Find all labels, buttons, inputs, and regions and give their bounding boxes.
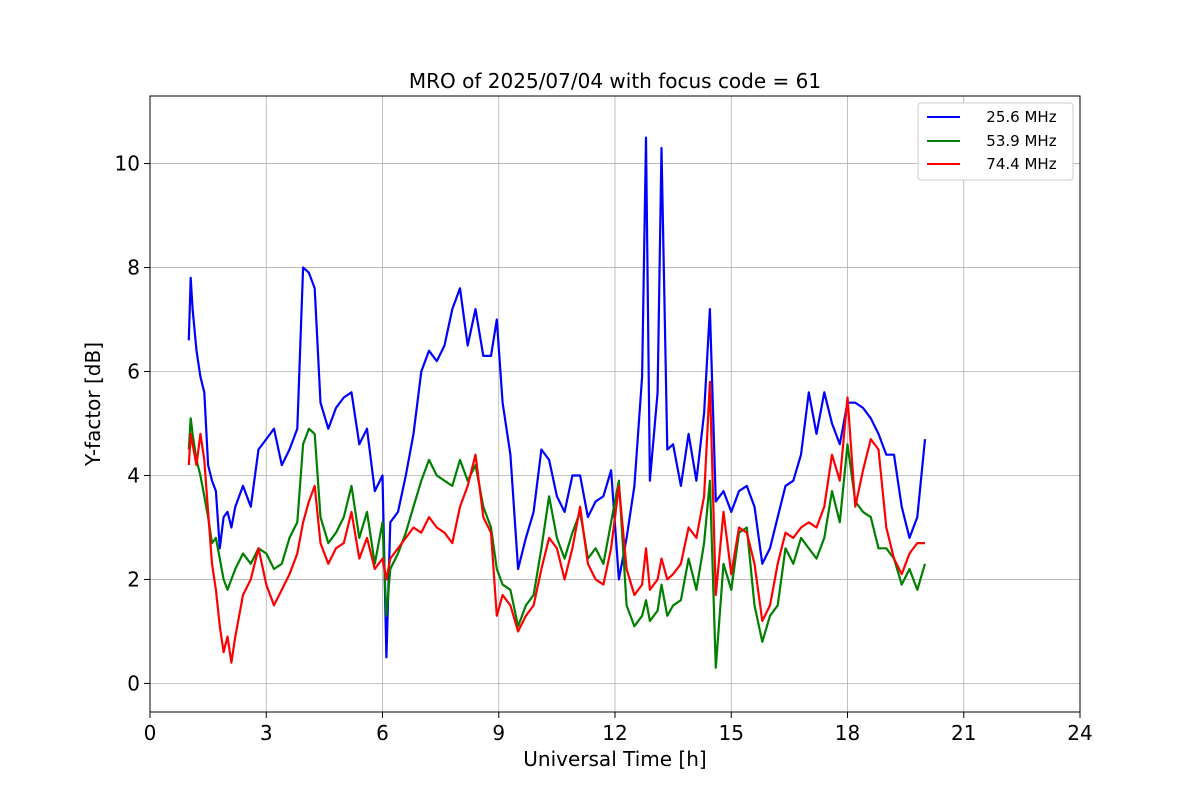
series-line-74-4-mhz [187, 380, 925, 664]
x-tick-label: 21 [951, 721, 976, 745]
x-tick-label: 12 [602, 721, 627, 745]
series-layer [187, 136, 927, 669]
grid-lines [150, 96, 1080, 712]
x-tick-label: 24 [1067, 721, 1092, 745]
x-tick-label: 15 [719, 721, 744, 745]
x-axis: 0 3 6 9 12 15 18 21 24 [144, 712, 1093, 745]
y-axis-label: Y-factor [dB] [81, 342, 105, 467]
legend-label-53-9: 53.9 MHz [972, 132, 1057, 150]
x-tick-label: 6 [376, 721, 389, 745]
y-axis: 0 2 4 6 8 10 [115, 152, 150, 695]
y-tick-label: 6 [127, 360, 140, 384]
x-tick-label: 18 [835, 721, 860, 745]
y-tick-label: 2 [127, 567, 140, 591]
x-tick-label: 0 [144, 721, 157, 745]
chart-title: MRO of 2025/07/04 with focus code = 61 [409, 69, 821, 93]
y-tick-label: 10 [115, 152, 140, 176]
x-tick-label: 9 [492, 721, 505, 745]
legend-label-25-6: 25.6 MHz [972, 108, 1057, 126]
y-tick-label: 4 [127, 463, 140, 487]
legend-label-74-4: 74.4 MHz [972, 155, 1057, 173]
y-tick-label: 8 [127, 256, 140, 280]
legend-box [917, 102, 1074, 181]
y-tick-label: 0 [127, 671, 140, 695]
series-line-25-6-mhz [187, 136, 927, 659]
x-tick-label: 3 [260, 721, 273, 745]
series-line-53-9-mhz [187, 417, 927, 669]
x-axis-label: Universal Time [h] [523, 747, 706, 771]
legend: 25.6 MHz 53.9 MHz 74.4 MHz [917, 102, 1074, 181]
